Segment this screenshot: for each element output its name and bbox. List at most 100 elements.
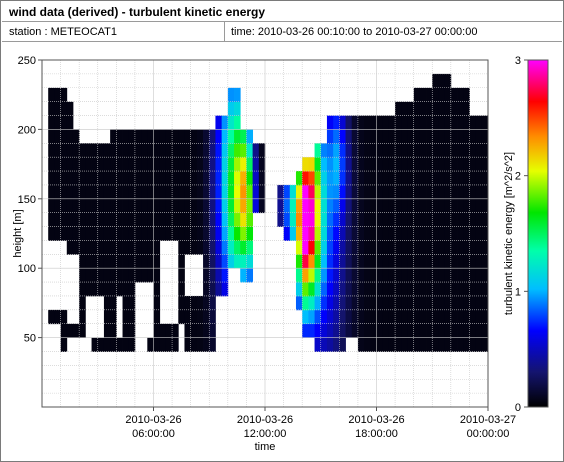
heatmap-cell (122, 143, 130, 158)
heatmap-cell (364, 129, 371, 144)
heatmap-cell (333, 254, 340, 269)
heatmap-cell (413, 240, 421, 255)
heatmap-cell (178, 184, 185, 200)
heatmap-cell (438, 309, 446, 325)
heatmap-cell (308, 240, 315, 255)
heatmap-cell (128, 171, 136, 186)
heatmap-cell (141, 240, 148, 255)
heatmap-cell (407, 254, 415, 269)
heatmap-cell (227, 240, 235, 255)
heatmap-cell (364, 198, 371, 214)
heatmap-cell (457, 337, 464, 352)
heatmap-cell (147, 212, 154, 227)
heatmap-cell (128, 282, 136, 297)
heatmap-cell (141, 254, 148, 269)
heatmap-cell (203, 254, 210, 269)
heatmap-cell (227, 129, 235, 144)
heatmap-cell (351, 323, 359, 338)
heatmap-cell (128, 268, 136, 283)
heatmap-cell (357, 226, 365, 241)
heatmap-cell (178, 268, 185, 283)
heatmap-cell (178, 143, 185, 158)
heatmap-cell (196, 295, 204, 311)
heatmap-cell (339, 212, 346, 227)
heatmap-cell (128, 240, 136, 255)
heatmap-cell (345, 115, 353, 130)
heatmap-cell (475, 337, 483, 352)
heatmap-cell (388, 254, 396, 269)
heatmap-cell (314, 171, 322, 186)
heatmap-cell (203, 295, 210, 311)
heatmap-cell (240, 184, 247, 200)
heatmap-cell (444, 323, 452, 338)
heatmap-cell (60, 323, 68, 338)
heatmap-cell (395, 268, 402, 283)
heatmap-cell (370, 129, 377, 144)
heatmap-cell (364, 143, 371, 158)
heatmap-cell (351, 226, 359, 241)
heatmap-cell (215, 184, 223, 200)
heatmap-cell (184, 309, 192, 325)
heatmap-cell (401, 212, 408, 227)
colorbar-tick-label: 0 (515, 402, 521, 414)
heatmap-cell (450, 198, 458, 214)
heatmap-cell (66, 101, 74, 116)
heatmap-cell (209, 143, 216, 158)
heatmap-cell (481, 226, 489, 241)
heatmap-cell (172, 143, 179, 158)
heatmap-cell (481, 198, 489, 214)
heatmap-cell (345, 184, 353, 200)
heatmap-cell (345, 323, 353, 338)
heatmap-cell (481, 212, 489, 227)
heatmap-cell (72, 226, 80, 241)
heatmap-cell (469, 129, 477, 144)
heatmap-cell (450, 129, 458, 144)
heatmap-cell (196, 337, 204, 352)
heatmap-cell (48, 101, 55, 116)
heatmap-cell (457, 115, 464, 130)
heatmap-cell (314, 323, 322, 338)
heatmap-cell (444, 73, 452, 89)
heatmap-cell (413, 143, 421, 158)
heatmap-cell (475, 240, 483, 255)
heatmap-cell (376, 240, 384, 255)
heatmap-cell (184, 171, 192, 186)
heatmap-cell (426, 226, 433, 241)
heatmap-cell (450, 309, 458, 325)
heatmap-cell (215, 268, 223, 283)
heatmap-cell (438, 282, 446, 297)
heatmap-cell (438, 212, 446, 227)
y-axis-label: height [m] (12, 209, 24, 257)
heatmap-cell (376, 212, 384, 227)
heatmap-cell (234, 101, 241, 116)
heatmap-cell (401, 157, 408, 172)
heatmap-cell (295, 198, 303, 214)
heatmap-cell (110, 184, 117, 200)
heatmap-cell (351, 171, 359, 186)
heatmap-cell (388, 115, 396, 130)
heatmap-cell (153, 309, 161, 325)
heatmap-cell (295, 282, 303, 297)
heatmap-cell (326, 184, 334, 200)
heatmap-cell (122, 171, 130, 186)
heatmap-cell (289, 226, 297, 241)
heatmap-cell (134, 212, 142, 227)
heatmap-cell (85, 198, 92, 214)
heatmap-cell (110, 157, 117, 172)
heatmap-cell (215, 254, 223, 269)
heatmap-cell (333, 184, 340, 200)
heatmap-cell (252, 157, 260, 172)
heatmap-cell (110, 240, 117, 255)
heatmap-cell (432, 254, 439, 269)
heatmap-cell (450, 101, 458, 116)
heatmap-cell (463, 129, 470, 144)
heatmap-cell (289, 212, 297, 227)
heatmap-cell (72, 184, 80, 200)
heatmap-cell (395, 254, 402, 269)
heatmap-cell (277, 212, 284, 227)
heatmap-cell (153, 254, 161, 269)
heatmap-cell (165, 184, 173, 200)
heatmap-cell (48, 184, 55, 200)
heatmap-cell (116, 282, 123, 297)
heatmap-cell (159, 171, 167, 186)
